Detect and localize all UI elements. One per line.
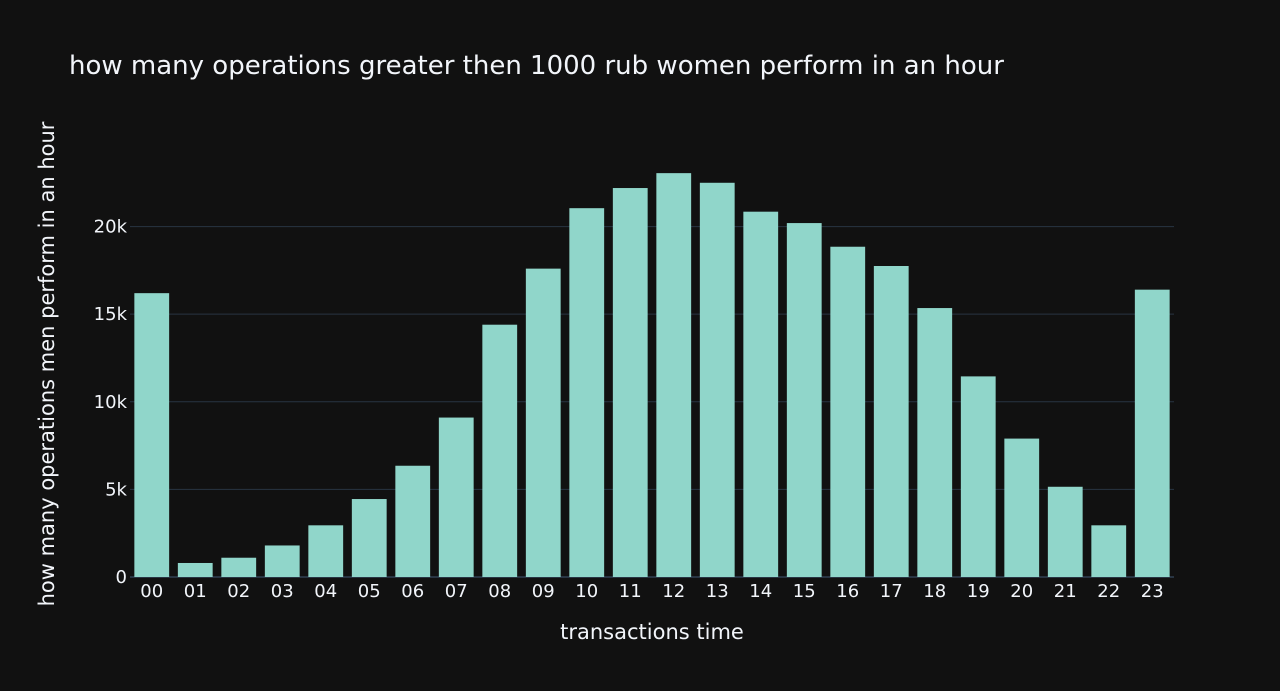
bar-05[interactable]	[351, 499, 387, 577]
x-tick-label: 17	[880, 581, 903, 602]
x-tick-label: 06	[401, 581, 424, 602]
x-tick-label: 03	[271, 581, 294, 602]
bar-11[interactable]	[612, 188, 648, 577]
bar-06[interactable]	[395, 465, 431, 577]
grid-layer	[130, 226, 1174, 578]
x-tick-label: 09	[532, 581, 555, 602]
x-axis-title: transactions time	[560, 620, 744, 644]
bar-15[interactable]	[786, 223, 822, 578]
x-tick-label: 04	[314, 581, 337, 602]
bar-17[interactable]	[873, 266, 909, 577]
x-axis-ticks: 00 01 02 03 04 05 06 07 08 09 10 11 12 13 14 15 16 17 18 19…	[140, 581, 1163, 602]
bar-18[interactable]	[917, 308, 953, 577]
y-tick-label: 15k	[94, 304, 128, 325]
bar-19[interactable]	[960, 376, 996, 577]
x-tick-label: 16	[836, 581, 859, 602]
bar-13[interactable]	[699, 182, 735, 577]
x-tick-label: 22	[1097, 581, 1120, 602]
chart-title: how many operations greater then 1000 ru…	[69, 51, 1004, 81]
x-tick-label: 23	[1141, 581, 1164, 602]
x-tick-label: 15	[793, 581, 816, 602]
x-tick-label: 07	[445, 581, 468, 602]
bar-04[interactable]	[308, 525, 344, 577]
x-tick-label: 18	[923, 581, 946, 602]
x-tick-label: 20	[1010, 581, 1033, 602]
y-tick-label: 20k	[94, 217, 128, 238]
x-tick-label: 05	[358, 581, 381, 602]
x-tick-label: 11	[619, 581, 642, 602]
x-tick-label: 10	[575, 581, 598, 602]
bar-21[interactable]	[1047, 486, 1083, 577]
bar-07[interactable]	[438, 417, 474, 577]
bars-layer	[134, 173, 1170, 578]
x-tick-label: 12	[662, 581, 685, 602]
bar-14[interactable]	[743, 211, 779, 577]
bar-22[interactable]	[1091, 525, 1127, 577]
bar-10[interactable]	[569, 208, 605, 577]
bar-23[interactable]	[1134, 289, 1170, 577]
x-tick-label: 19	[967, 581, 990, 602]
bar-16[interactable]	[830, 246, 866, 577]
bar-20[interactable]	[1004, 438, 1040, 577]
bar-03[interactable]	[264, 545, 300, 577]
x-tick-label: 08	[488, 581, 511, 602]
x-tick-label: 21	[1054, 581, 1077, 602]
y-tick-label: 0	[116, 567, 127, 588]
y-tick-label: 5k	[105, 479, 127, 500]
bar-12[interactable]	[656, 173, 692, 578]
y-tick-label: 10k	[94, 392, 128, 413]
x-tick-label: 13	[706, 581, 729, 602]
bar-09[interactable]	[525, 268, 561, 577]
bar-01[interactable]	[177, 562, 213, 577]
bar-02[interactable]	[221, 557, 257, 577]
y-axis-title: how many operations men perform in an ho…	[35, 121, 59, 606]
x-tick-label: 01	[184, 581, 207, 602]
x-tick-label: 14	[749, 581, 772, 602]
bar-08[interactable]	[482, 324, 518, 577]
x-tick-label: 02	[227, 581, 250, 602]
x-tick-label: 00	[140, 581, 163, 602]
bar-00[interactable]	[134, 293, 170, 577]
y-axis-ticks: 0 5k 10k 15k 20k	[94, 217, 128, 588]
